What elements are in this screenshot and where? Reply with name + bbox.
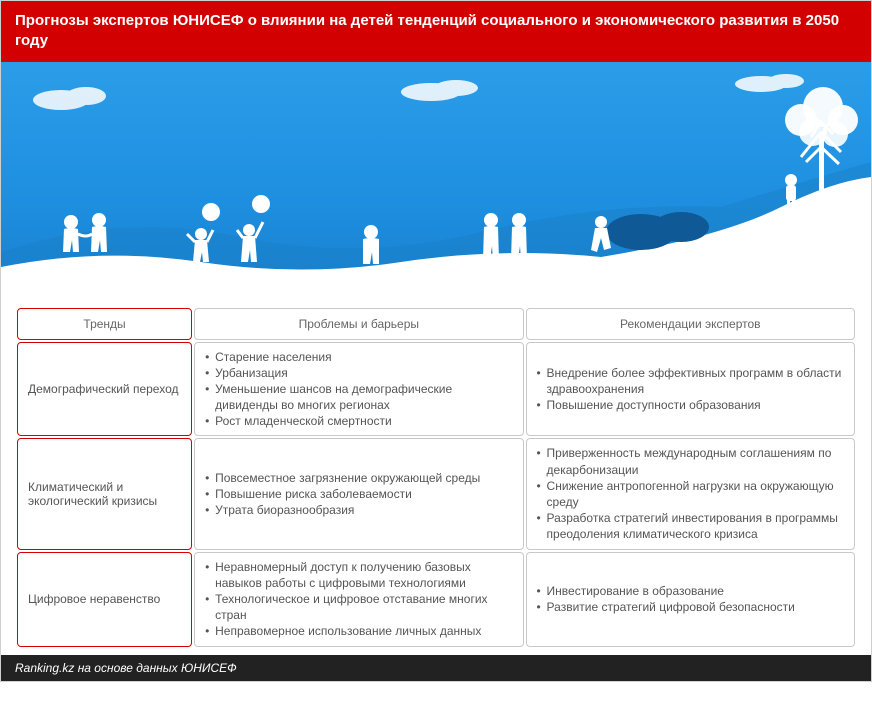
list-item: Рост младенческой смертности — [205, 413, 512, 429]
col-header-recs: Рекомендации экспертов — [526, 308, 855, 340]
page-title: Прогнозы экспертов ЮНИСЕФ о влиянии на д… — [15, 12, 839, 49]
col-header-problems: Проблемы и барьеры — [194, 308, 523, 340]
children-silhouette-svg — [1, 62, 871, 292]
list-item: Старение населения — [205, 349, 512, 365]
header-bar: Прогнозы экспертов ЮНИСЕФ о влиянии на д… — [1, 1, 871, 62]
table-section: Тренды Проблемы и барьеры Рекомендации э… — [1, 292, 871, 655]
recs-cell: Внедрение более эффективных программ в о… — [526, 342, 855, 437]
problems-cell: Неравномерный доступ к получению базовых… — [194, 552, 523, 647]
list-item: Неправомерное использование личных данны… — [205, 623, 512, 639]
trends-table: Тренды Проблемы и барьеры Рекомендации э… — [15, 306, 857, 649]
recs-cell: Приверженность международным соглашениям… — [526, 438, 855, 549]
list-item: Инвестирование в образование — [537, 583, 844, 599]
list-item: Развитие стратегий цифровой безопасности — [537, 599, 844, 615]
list-item: Утрата биоразнообразия — [205, 502, 512, 518]
list-item: Повышение доступности образования — [537, 397, 844, 413]
problems-cell: Повсеместное загрязнение окружающей сред… — [194, 438, 523, 549]
recs-cell: Инвестирование в образованиеРазвитие стр… — [526, 552, 855, 647]
list-item: Разработка стратегий инвестирования в пр… — [537, 510, 844, 542]
infographic-container: Прогнозы экспертов ЮНИСЕФ о влиянии на д… — [0, 0, 872, 682]
table-row: Демографический переходСтарение населени… — [17, 342, 855, 437]
list-item: Повышение риска заболеваемости — [205, 486, 512, 502]
footer-source: Ranking.kz на основе данных ЮНИСЕФ — [15, 661, 237, 675]
table-row: Климатический и экологический кризисы Пов… — [17, 438, 855, 549]
table-body: Демографический переходСтарение населени… — [17, 342, 855, 647]
list-item: Повсеместное загрязнение окружающей сред… — [205, 470, 512, 486]
footer-bar: Ranking.kz на основе данных ЮНИСЕФ — [1, 655, 871, 681]
list-item: Технологическое и цифровое отставание мн… — [205, 591, 512, 623]
hero-illustration — [1, 62, 871, 292]
list-item: Снижение антропогенной нагрузки на окруж… — [537, 478, 844, 510]
list-item: Приверженность международным соглашениям… — [537, 445, 844, 477]
trend-cell: Цифровое неравенство — [17, 552, 192, 647]
list-item: Урбанизация — [205, 365, 512, 381]
col-header-trends: Тренды — [17, 308, 192, 340]
list-item: Внедрение более эффективных программ в о… — [537, 365, 844, 397]
list-item: Неравномерный доступ к получению базовых… — [205, 559, 512, 591]
problems-cell: Старение населенияУрбанизацияУменьшение … — [194, 342, 523, 437]
trend-cell: Демографический переход — [17, 342, 192, 437]
table-row: Цифровое неравенство Неравномерный доступ… — [17, 552, 855, 647]
list-item: Уменьшение шансов на демографические див… — [205, 381, 512, 413]
table-header-row: Тренды Проблемы и барьеры Рекомендации э… — [17, 308, 855, 340]
trend-cell: Климатический и экологический кризисы — [17, 438, 192, 549]
